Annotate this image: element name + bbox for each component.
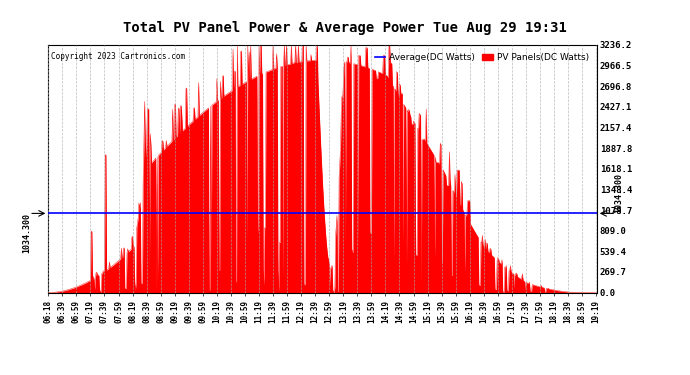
Text: Total PV Panel Power & Average Power Tue Aug 29 19:31: Total PV Panel Power & Average Power Tue…	[123, 21, 567, 34]
Text: Copyright 2023 Cartronics.com: Copyright 2023 Cartronics.com	[51, 53, 185, 62]
Legend: Average(DC Watts), PV Panels(DC Watts): Average(DC Watts), PV Panels(DC Watts)	[371, 50, 592, 66]
Text: 1034.300: 1034.300	[614, 173, 623, 213]
Text: 1034.300: 1034.300	[22, 213, 31, 254]
